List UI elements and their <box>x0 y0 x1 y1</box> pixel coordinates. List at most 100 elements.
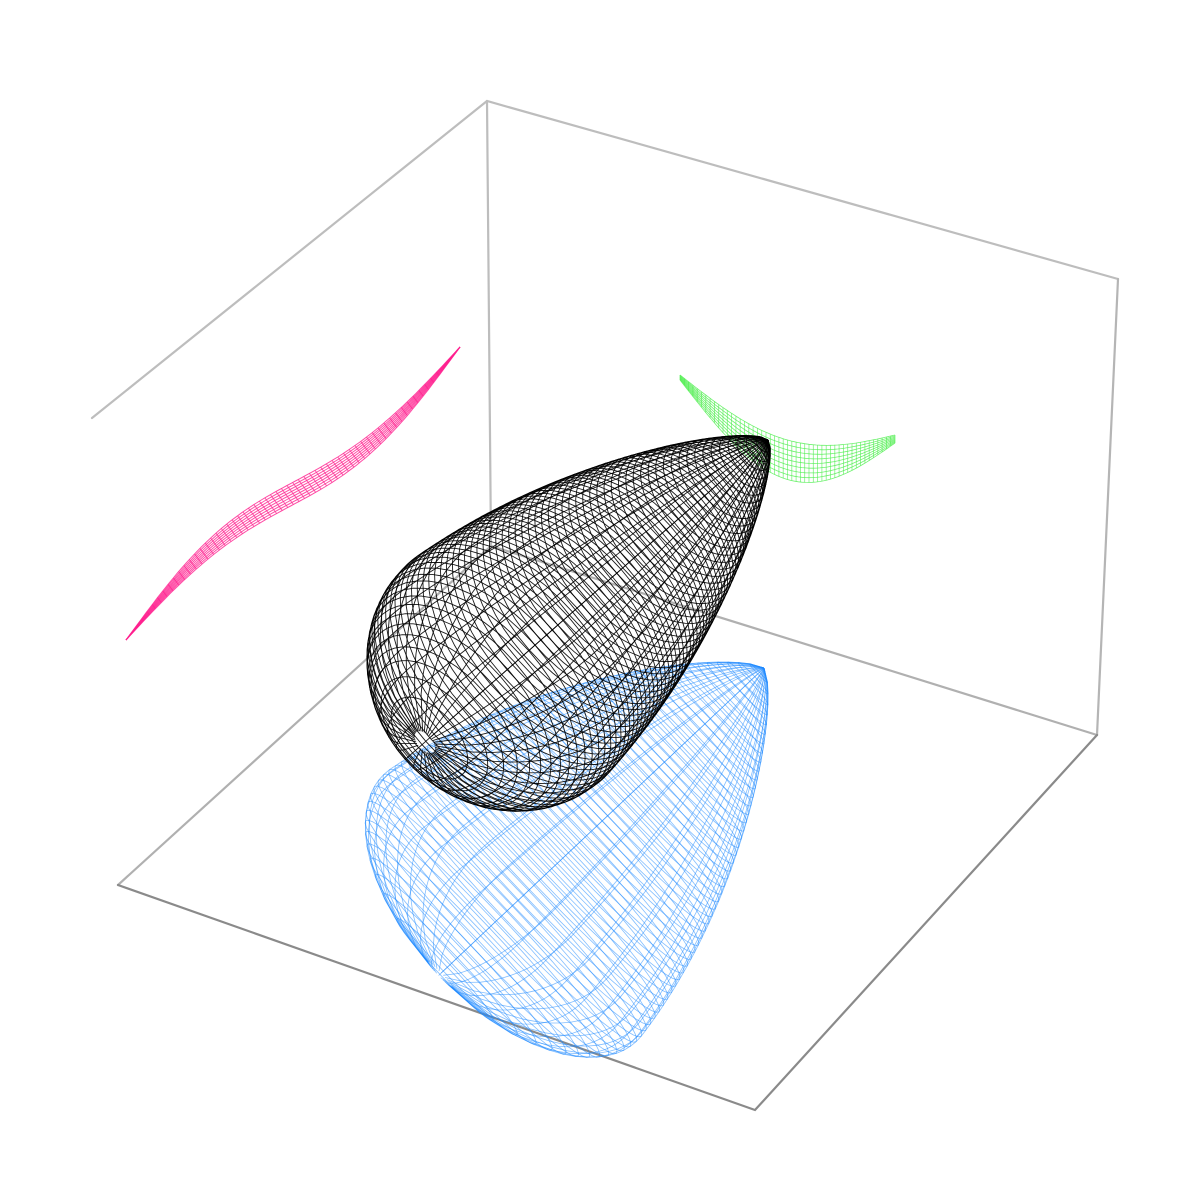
wire-cross <box>167 583 174 592</box>
wire-meridian <box>444 668 765 1011</box>
wire-meridian <box>425 437 769 734</box>
wire-meridian <box>440 667 765 984</box>
box-back-vertical-edge <box>485 99 493 548</box>
box-right-vertical-edge <box>1095 277 1120 737</box>
wire-meridian <box>419 439 769 782</box>
box-back-top-edge <box>90 99 1120 420</box>
wire-cross <box>424 384 429 390</box>
wire-meridian <box>369 661 765 962</box>
wire-cross <box>248 507 260 524</box>
wire-cross <box>395 412 403 422</box>
wire-cross <box>141 618 145 622</box>
wire-cross <box>453 353 456 355</box>
wire-cross <box>377 427 387 439</box>
wire-meridian <box>434 439 771 763</box>
wire-cross <box>286 485 300 502</box>
wire-cross <box>430 378 435 383</box>
wire-meridian <box>432 667 765 969</box>
wire-meridian <box>451 668 769 1047</box>
wire-meridian <box>434 440 771 774</box>
wire-meridian <box>395 439 769 751</box>
axis-box <box>90 99 1120 1112</box>
wire-meridian <box>375 662 765 963</box>
wire-meridian <box>396 435 769 732</box>
wire-meridian <box>433 439 770 743</box>
wire-cross <box>412 395 419 404</box>
wire-cross <box>360 441 371 455</box>
wire-cross <box>389 417 398 428</box>
main-surface-wireframe <box>366 435 771 812</box>
wire-meridian <box>445 667 765 983</box>
wire-meridian <box>451 668 768 1058</box>
wire-cross <box>178 571 186 580</box>
wire-meridian <box>366 439 768 738</box>
wire-meridian <box>387 435 769 732</box>
wire-meridian <box>429 440 769 812</box>
wire-meridian <box>449 668 767 1024</box>
wire-meridian <box>387 439 769 745</box>
wire-cross <box>383 422 392 434</box>
wire-meridian <box>367 663 764 964</box>
wire-meridian <box>442 667 765 997</box>
wire-cross <box>194 553 203 565</box>
wire-meridian <box>448 668 766 1010</box>
wire-cross <box>253 504 266 521</box>
wire-cross <box>157 597 162 603</box>
wire-meridian <box>420 667 765 972</box>
wire-meridian <box>422 667 764 968</box>
wire-cross <box>343 453 355 468</box>
wire-meridian <box>450 668 768 1037</box>
wire-meridian <box>409 665 764 966</box>
wire-meridian <box>420 435 769 732</box>
wire-cross <box>237 515 249 531</box>
wire-meridian <box>450 668 767 1055</box>
wire-meridian <box>428 439 769 737</box>
wire-cross <box>447 359 450 362</box>
wire-cross <box>406 401 413 410</box>
wire-cross <box>418 390 424 397</box>
wire-cross <box>220 528 232 542</box>
wire-meridian <box>440 667 765 974</box>
wire-cross <box>188 559 197 570</box>
wire-cross <box>331 460 344 476</box>
wire-meridian <box>423 439 769 792</box>
wire-meridian <box>434 440 771 784</box>
wire-meridian <box>414 435 769 732</box>
wire-cross <box>320 466 333 483</box>
wire-meridian <box>413 439 769 771</box>
wire-cross <box>226 523 238 538</box>
wire-meridian <box>426 438 769 735</box>
wire-meridian <box>451 668 769 1054</box>
wire-cross <box>371 432 382 445</box>
wire-meridian <box>434 439 771 753</box>
wire-cross <box>303 476 317 493</box>
wire-cross <box>400 407 408 416</box>
wire-cross <box>292 482 305 499</box>
wire-meridian <box>425 439 769 800</box>
wire-cross <box>275 491 289 508</box>
wire-cross <box>366 436 376 450</box>
wire-meridian <box>366 439 768 736</box>
box-floor-back-edges <box>116 544 1099 887</box>
wire-cross <box>259 500 272 517</box>
wire-meridian <box>446 668 765 1025</box>
wire-ring <box>390 696 469 780</box>
wire-cross <box>231 519 243 534</box>
wire-meridian <box>449 668 767 1048</box>
wire-cross <box>151 604 156 609</box>
wire-meridian <box>431 439 769 740</box>
wire-cross <box>215 532 226 546</box>
wire-meridian <box>373 437 768 734</box>
box-floor-front-edges <box>116 733 1099 1112</box>
wire-cross <box>326 463 338 480</box>
wire-cross <box>162 590 168 597</box>
wire-cross <box>136 625 139 628</box>
wire-cross <box>146 611 150 616</box>
wire-meridian <box>379 439 769 743</box>
wire-cross <box>348 449 360 464</box>
wire-meridian <box>447 668 766 1038</box>
wire-meridian <box>430 439 769 738</box>
wire-meridian <box>432 440 769 808</box>
wire-meridian <box>438 667 765 971</box>
